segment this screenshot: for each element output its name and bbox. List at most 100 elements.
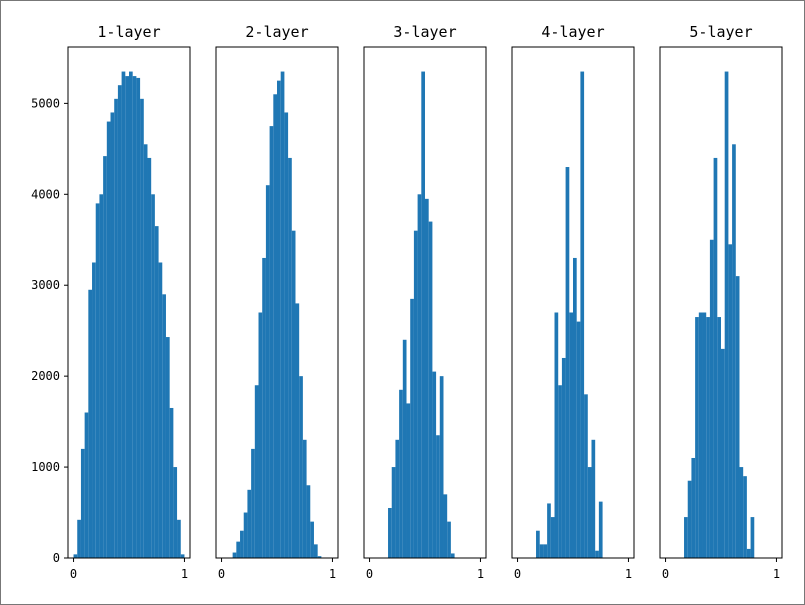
bar	[447, 521, 451, 558]
bar	[565, 167, 570, 558]
bar	[117, 85, 122, 559]
bar	[280, 71, 285, 559]
bar	[110, 112, 115, 559]
bar	[595, 550, 599, 558]
bar	[284, 112, 289, 559]
y-tick-label: 5000	[31, 96, 60, 110]
bar	[299, 376, 303, 558]
bar	[306, 485, 311, 558]
y-tick-label: 4000	[31, 187, 60, 201]
bar	[547, 503, 551, 558]
bar	[95, 203, 100, 558]
bar	[706, 317, 710, 558]
bar	[77, 519, 81, 558]
bar	[143, 144, 148, 558]
bar	[165, 337, 170, 558]
bar	[162, 294, 166, 558]
bar	[265, 185, 270, 558]
x-tick-label: 1	[773, 567, 780, 581]
bar	[739, 467, 744, 558]
bar	[262, 257, 266, 558]
y-tick-label: 2000	[31, 369, 60, 383]
bar	[80, 448, 85, 558]
bar	[410, 298, 414, 558]
bar	[251, 448, 255, 558]
y-tick-label: 1000	[31, 460, 60, 474]
bar	[258, 312, 263, 558]
bar	[121, 71, 126, 559]
bar	[584, 394, 588, 558]
bar	[147, 157, 152, 558]
bar	[136, 77, 141, 559]
bar	[743, 476, 747, 558]
bar	[273, 94, 277, 559]
subplot-title: 5-layer	[689, 23, 752, 41]
bar	[99, 194, 104, 558]
bar	[254, 385, 259, 558]
bar	[750, 517, 755, 558]
bar	[580, 71, 585, 559]
subplot-title: 1-layer	[97, 23, 160, 41]
bar	[310, 521, 314, 558]
bar	[684, 517, 688, 558]
bar	[702, 312, 707, 558]
y-tick-label: 3000	[31, 278, 60, 292]
x-tick-label: 1	[181, 567, 188, 581]
bar	[436, 435, 440, 558]
bar	[428, 221, 433, 558]
x-tick-label: 0	[70, 567, 77, 581]
bar	[709, 239, 714, 558]
x-tick-label: 1	[477, 567, 484, 581]
axes-frame	[67, 46, 191, 559]
bar	[713, 157, 718, 558]
bar	[539, 544, 544, 558]
bar	[554, 312, 559, 558]
bar	[84, 412, 89, 558]
bar	[550, 517, 555, 558]
bar	[277, 80, 281, 559]
bar	[425, 198, 429, 558]
bar	[169, 407, 174, 558]
x-tick-label: 0	[514, 567, 521, 581]
bar	[417, 194, 422, 558]
bar	[698, 312, 703, 558]
bar	[399, 389, 403, 558]
bar	[691, 457, 696, 558]
bar	[558, 385, 562, 558]
bar	[132, 76, 137, 559]
bar	[687, 480, 692, 558]
bar	[173, 467, 178, 558]
bar	[735, 276, 740, 558]
bar	[177, 519, 181, 558]
bar	[450, 553, 455, 558]
bar	[313, 544, 318, 558]
bar	[724, 71, 729, 559]
bar	[391, 467, 396, 558]
axes-frame	[363, 46, 487, 559]
bar	[413, 230, 418, 558]
bar	[288, 157, 292, 558]
bar	[573, 257, 577, 558]
bar	[598, 501, 603, 558]
bar	[247, 489, 252, 558]
axes-frame	[511, 46, 635, 559]
bar	[536, 530, 540, 558]
x-tick-label: 0	[662, 567, 669, 581]
bar	[576, 321, 581, 558]
bar	[728, 244, 733, 558]
bar	[106, 121, 111, 558]
x-tick-label: 0	[218, 567, 225, 581]
bar	[73, 554, 78, 558]
x-tick-label: 1	[329, 567, 336, 581]
bar	[443, 494, 448, 558]
bar	[125, 76, 129, 559]
bar	[717, 317, 721, 558]
bar	[317, 556, 322, 558]
y-tick-label: 0	[53, 551, 60, 565]
bar	[721, 348, 725, 558]
bar	[151, 194, 155, 558]
bar	[158, 262, 163, 558]
bar	[432, 371, 437, 558]
bar	[129, 71, 133, 559]
